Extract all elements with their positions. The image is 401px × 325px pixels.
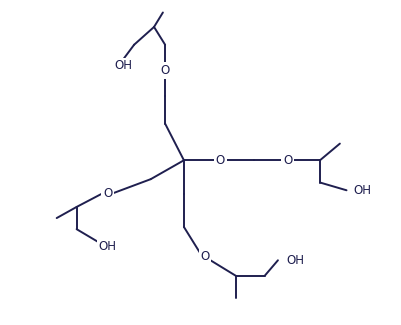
Text: OH: OH xyxy=(353,184,371,197)
Text: O: O xyxy=(160,64,170,77)
Text: OH: OH xyxy=(287,254,305,267)
Text: O: O xyxy=(200,251,210,264)
Text: OH: OH xyxy=(99,240,117,254)
Text: O: O xyxy=(103,187,112,200)
Text: OH: OH xyxy=(114,59,132,72)
Text: O: O xyxy=(283,154,292,167)
Text: O: O xyxy=(216,154,225,167)
